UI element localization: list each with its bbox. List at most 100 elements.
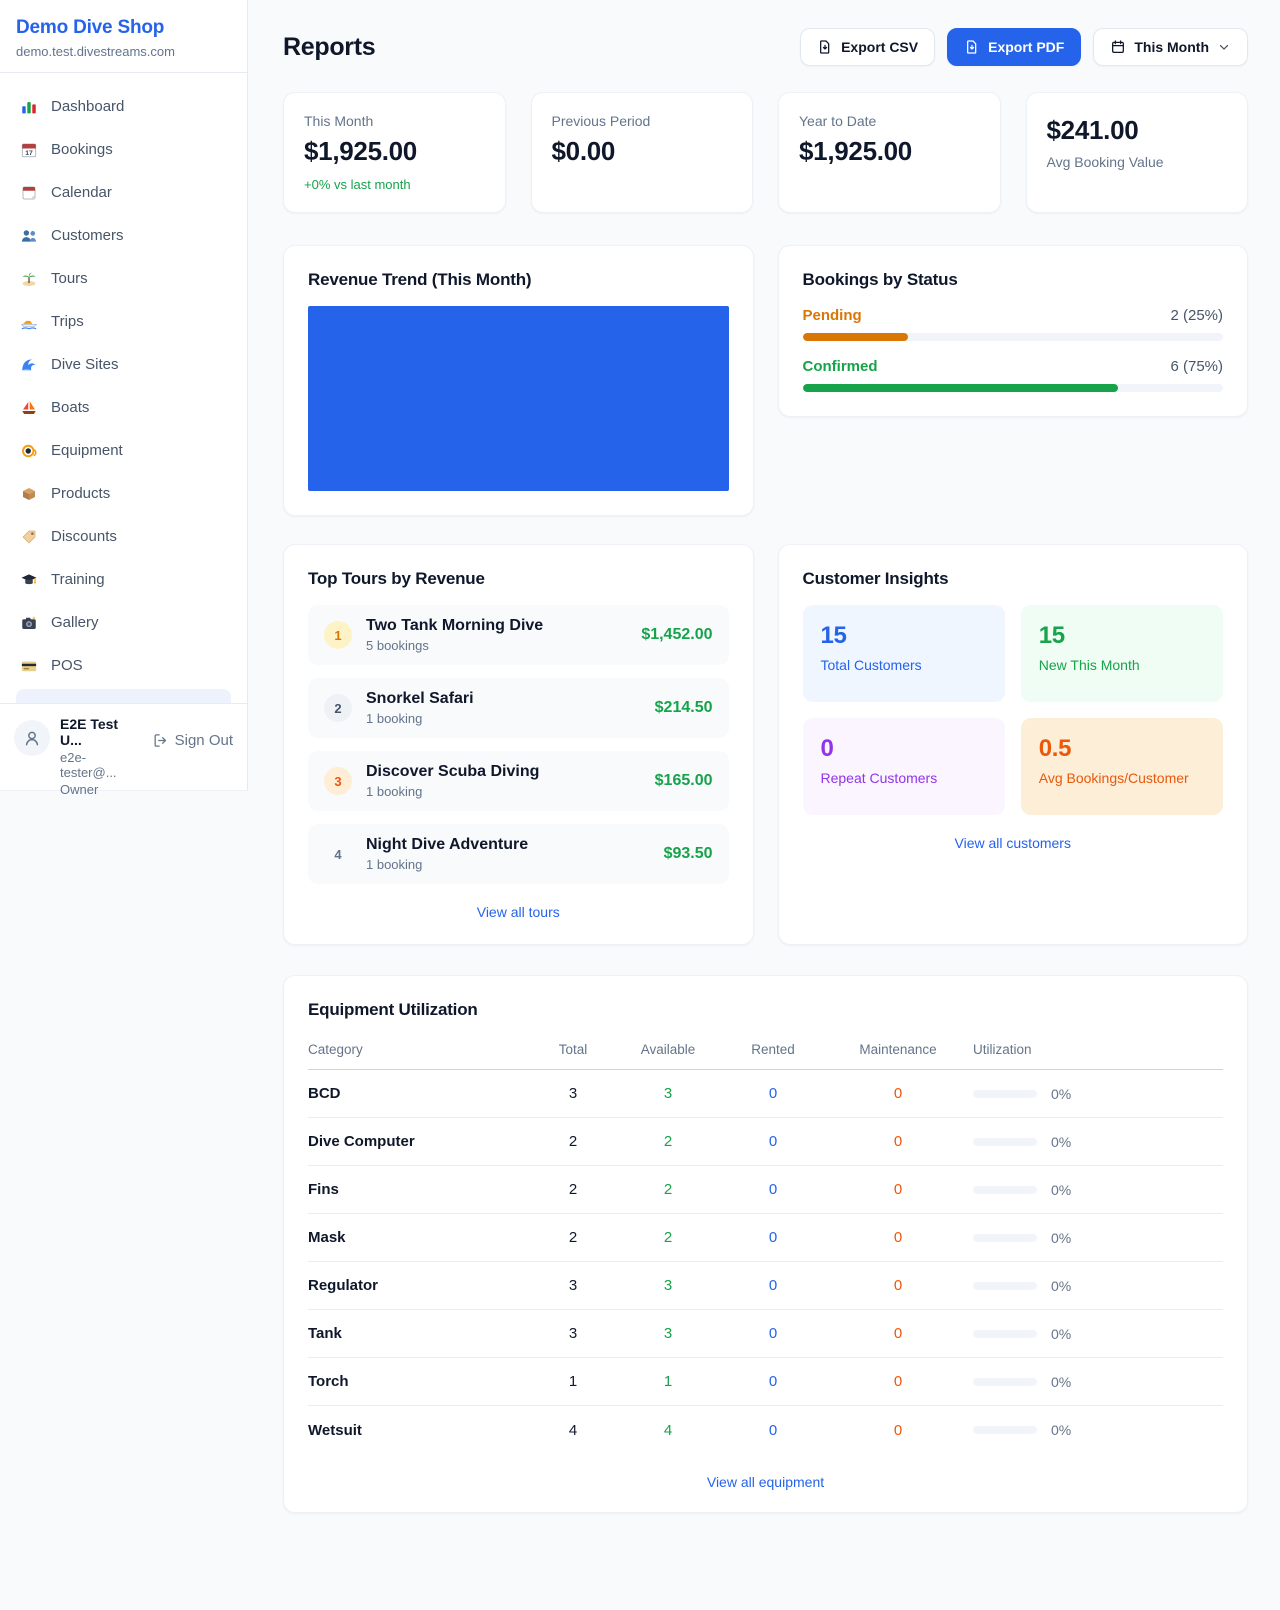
cell-rented: 0	[768, 1277, 778, 1294]
column-header: Total	[558, 1042, 588, 1057]
export-csv-label: Export CSV	[841, 39, 919, 55]
person-icon	[25, 731, 39, 746]
bookings-by-status-title: Bookings by Status	[802, 270, 958, 289]
shop-domain: demo.test.divestreams.com	[16, 44, 175, 59]
user-meta: E2E Test U... e2e-tester@... Owner	[60, 716, 142, 797]
credit-card-icon	[20, 657, 38, 675]
box-icon	[20, 485, 38, 503]
sidebar-item-customers[interactable]: Customers	[8, 214, 239, 257]
sidebar-item-products[interactable]: Products	[8, 472, 239, 515]
table-row: Mask 2 2 0 0 0%	[308, 1214, 1223, 1262]
status-row-confirmed: Confirmed 6 (75%)	[802, 358, 1223, 392]
sidebar-item-reports-partial[interactable]	[16, 689, 231, 703]
stat-delta: +0% vs last month	[304, 177, 411, 192]
sidebar-item-dive-sites[interactable]: Dive Sites	[8, 343, 239, 386]
tour-bookings: 1 booking	[366, 784, 423, 799]
sidebar-item-gallery[interactable]: Gallery	[8, 601, 239, 644]
shop-name: Demo Dive Shop	[16, 17, 165, 38]
graduation-cap-icon	[20, 571, 38, 589]
cell-available: 2	[663, 1181, 673, 1198]
sailboat-icon	[20, 399, 38, 417]
cell-utilization: 0%	[973, 1230, 1223, 1246]
user-email: e2e-tester@...	[60, 750, 117, 780]
utilization-bar-track	[973, 1426, 1037, 1434]
insight-label: Total Customers	[820, 657, 922, 673]
view-all-customers-link[interactable]: View all customers	[954, 835, 1071, 851]
cell-rented: 0	[768, 1325, 778, 1342]
tour-row: 1 Two Tank Morning Dive 5 bookings $1,452…	[308, 605, 729, 665]
export-csv-button[interactable]: Export CSV	[800, 28, 936, 66]
view-all-equipment-link[interactable]: View all equipment	[706, 1474, 825, 1490]
utilization-bar-track	[973, 1281, 1037, 1290]
insight-label: Avg Bookings/Customer	[1038, 770, 1189, 786]
rank-badge: 3	[324, 767, 352, 795]
camera-icon	[20, 614, 38, 632]
sidebar-item-trips[interactable]: Trips	[8, 300, 239, 343]
sidebar-item-pos[interactable]: POS	[8, 644, 239, 687]
export-pdf-button[interactable]: Export PDF	[947, 28, 1082, 66]
column-header: Rented	[751, 1042, 795, 1057]
sidebar-item-calendar[interactable]: Calendar	[8, 171, 239, 214]
revenue-trend-card: Revenue Trend (This Month)	[283, 245, 754, 516]
utilization-bar-track	[973, 1377, 1037, 1386]
tour-name: Discover Scuba Diving	[366, 763, 540, 780]
tour-name: Snorkel Safari	[366, 690, 474, 707]
people-icon	[20, 227, 38, 245]
island-icon	[20, 270, 38, 288]
avatar	[14, 720, 50, 756]
cell-available: 3	[663, 1325, 673, 1342]
status-count: 6 (75%)	[1170, 358, 1223, 375]
cell-maintenance: 0	[893, 1133, 903, 1150]
rank-badge: 4	[334, 846, 342, 862]
cell-maintenance: 0	[893, 1181, 903, 1198]
sidebar-item-boats[interactable]: Boats	[8, 386, 239, 429]
cell-maintenance: 0	[893, 1421, 903, 1439]
column-header: Available	[640, 1042, 696, 1057]
cell-maintenance: 0	[893, 1277, 903, 1294]
utilization-bar-track	[973, 1233, 1037, 1242]
insight-tile-avg-bookings: 0.5 Avg Bookings/Customer	[1020, 718, 1223, 815]
insight-value: 15	[1038, 622, 1065, 649]
utilization-bar-track	[973, 1329, 1037, 1338]
cell-utilization: 0%	[973, 1134, 1223, 1150]
cell-available: 3	[663, 1277, 673, 1294]
bar-chart-icon	[20, 98, 38, 116]
sidebar-item-equipment[interactable]: Equipment	[8, 429, 239, 472]
table-row: Fins 2 2 0 0 0%	[308, 1166, 1223, 1214]
column-header: Utilization	[973, 1042, 1032, 1057]
top-tours-card: Top Tours by Revenue 1 Two Tank Morning …	[283, 544, 754, 945]
table-row: Dive Computer 2 2 0 0 0%	[308, 1118, 1223, 1166]
insight-value: 15	[820, 622, 847, 649]
cell-maintenance: 0	[893, 1325, 903, 1342]
cell-total: 2	[568, 1229, 578, 1246]
page-title: Reports	[283, 32, 376, 61]
sidebar-item-label: Customers	[51, 227, 124, 244]
view-all-tours-link[interactable]: View all tours	[476, 904, 560, 920]
shop-header: Demo Dive Shop demo.test.divestreams.com	[0, 0, 247, 73]
sidebar-item-dashboard[interactable]: Dashboard	[8, 85, 239, 128]
revenue-trend-chart	[308, 306, 729, 491]
cell-total: 1	[568, 1373, 578, 1390]
sidebar-item-tours[interactable]: Tours	[8, 257, 239, 300]
stat-value: $1,925.00	[799, 136, 912, 166]
sidebar-item-bookings[interactable]: 17 Bookings	[8, 128, 239, 171]
cell-total: 2	[568, 1133, 578, 1150]
sidebar-item-label: POS	[51, 657, 83, 674]
sidebar-item-training[interactable]: Training	[8, 558, 239, 601]
cell-rented: 0	[768, 1181, 778, 1198]
stat-value: $1,925.00	[304, 136, 417, 166]
svg-text:17: 17	[25, 149, 33, 156]
sidebar: Demo Dive Shop demo.test.divestreams.com…	[0, 0, 248, 797]
table-row: Wetsuit 4 4 0 0 0%	[308, 1406, 1223, 1454]
stat-card-avg-booking-value: $241.00 Avg Booking Value	[1025, 92, 1248, 213]
sign-out-button[interactable]: Sign Out	[152, 732, 233, 749]
status-row-pending: Pending 2 (25%)	[802, 307, 1223, 341]
user-panel: E2E Test U... e2e-tester@... Owner Sign …	[0, 703, 247, 809]
cell-total: 3	[568, 1277, 578, 1294]
status-label: Pending	[802, 307, 862, 324]
status-label: Confirmed	[802, 358, 878, 375]
stat-value: $241.00	[1046, 115, 1139, 145]
sidebar-item-discounts[interactable]: Discounts	[8, 515, 239, 558]
utilization-bar-track	[973, 1137, 1037, 1146]
period-dropdown[interactable]: This Month	[1093, 28, 1248, 66]
